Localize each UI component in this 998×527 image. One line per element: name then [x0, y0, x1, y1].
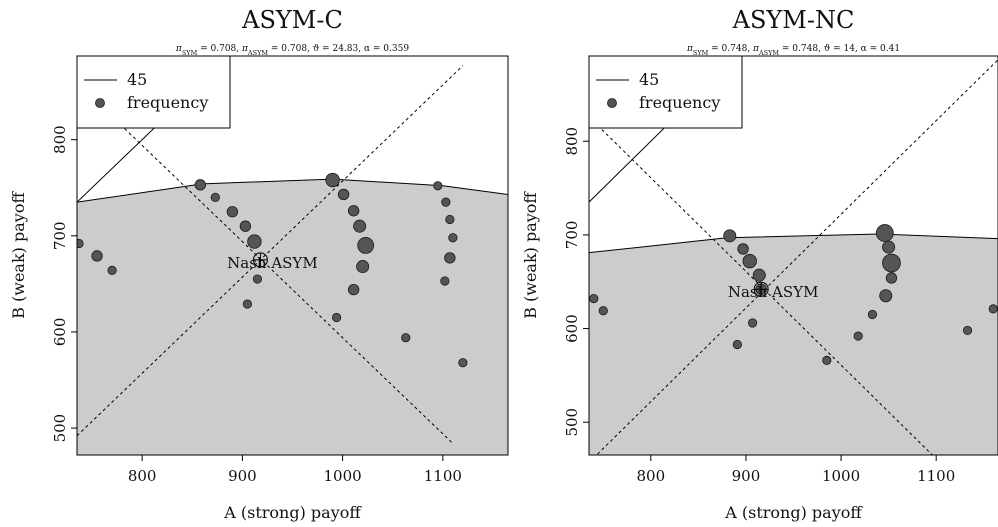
dashed-line-1 — [77, 65, 464, 437]
data-point-14 — [353, 219, 367, 233]
x-tick-label-900: 900 — [732, 467, 761, 485]
data-point-6 — [226, 206, 239, 218]
chart-title: ASYM-C — [241, 6, 343, 34]
data-point-14 — [882, 240, 896, 254]
data-point-26 — [458, 358, 468, 368]
frontier-line — [589, 233, 998, 254]
x-tick-label-800: 800 — [637, 467, 666, 485]
data-point-12 — [853, 331, 863, 341]
data-point-24 — [444, 252, 456, 264]
data-point-9 — [732, 339, 742, 350]
data-point-17 — [879, 289, 893, 303]
data-point-13 — [347, 205, 360, 217]
data-point-8 — [747, 318, 758, 328]
legend-label-45: 45 — [639, 70, 659, 89]
y-tick-label-800: 800 — [51, 125, 69, 154]
data-point-13 — [875, 224, 894, 242]
data-point-15 — [357, 237, 375, 254]
data-point-5 — [210, 192, 220, 202]
legend-label-frequency: frequency — [639, 93, 720, 112]
y-tick-label-500: 500 — [51, 414, 69, 443]
data-point-16 — [885, 272, 898, 284]
nash-label: Nash ASYM — [227, 254, 318, 272]
x-tick-label-1000: 1000 — [822, 467, 860, 485]
data-point-4 — [194, 179, 206, 191]
data-point-16 — [356, 260, 370, 274]
data-point-11 — [867, 309, 878, 320]
feasible-region — [589, 233, 998, 455]
plot-area: Nash ASYM 45 frequency — [589, 56, 998, 455]
x-tick-label-1000: 1000 — [324, 467, 362, 485]
legend: 45 frequency — [589, 56, 743, 129]
legend-point-symbol — [95, 98, 105, 108]
x-tick-label-900: 900 — [228, 467, 257, 485]
data-point-17 — [347, 283, 360, 296]
x-axis-label: A (strong) payoff — [223, 503, 362, 522]
data-point-9 — [252, 274, 263, 284]
data-point-21 — [441, 197, 451, 207]
legend-box — [589, 56, 743, 129]
data-point-19 — [988, 304, 998, 314]
y-axis-label: B (weak) payoff — [521, 191, 540, 319]
data-point-18 — [332, 312, 342, 323]
dashed-line-2 — [77, 82, 454, 444]
data-point-6 — [752, 268, 766, 282]
data-point-11 — [325, 172, 340, 188]
data-point-1 — [589, 293, 599, 304]
data-point-23 — [448, 233, 458, 243]
x-tick-label-1100: 1100 — [917, 467, 955, 485]
legend-label-45: 45 — [127, 70, 147, 89]
y-tick-label-500: 500 — [563, 408, 581, 437]
data-point-22 — [445, 214, 455, 225]
x-tick-label-1100: 1100 — [424, 467, 462, 485]
data-point-10 — [242, 299, 252, 309]
data-point-3 — [107, 265, 117, 276]
legend-label-frequency: frequency — [127, 93, 208, 112]
data-point-4 — [737, 243, 749, 255]
nash-label: Nash ASYM — [728, 283, 819, 301]
y-tick-label-700: 700 — [51, 221, 69, 250]
data-point-3 — [723, 229, 737, 243]
legend-box — [77, 56, 231, 129]
plot-frame — [588, 55, 998, 456]
y-axis-label: B (weak) payoff — [9, 191, 28, 319]
feasible-region — [77, 179, 508, 455]
data-point-2 — [91, 250, 103, 262]
chart-subtitle: πSYM = 0.708, πASYM = 0.708, ϑ = 24.83, … — [175, 44, 409, 57]
legend-point-symbol — [607, 98, 617, 108]
data-point-1 — [77, 238, 84, 249]
data-point-15 — [882, 253, 901, 273]
y-tick-label-800: 800 — [563, 127, 581, 156]
x-tick-label-800: 800 — [128, 467, 157, 485]
plot-area: Nash ASYM 45 frequency — [77, 56, 508, 455]
data-point-2 — [598, 306, 608, 316]
y-tick-label-600: 600 — [51, 318, 69, 347]
data-point-19 — [401, 333, 411, 343]
data-point-8 — [247, 234, 262, 249]
data-point-5 — [742, 253, 757, 269]
chart-panel-asym-nc: Nash ASYM 45 frequency 800 900 1000 1100 500 600… — [521, 6, 998, 522]
data-point-18 — [962, 325, 973, 336]
data-point-25 — [440, 276, 450, 286]
chart-subtitle: πSYM = 0.748, πASYM = 0.748, ϑ = 14, α =… — [686, 44, 900, 57]
y-tick-label-700: 700 — [563, 221, 581, 250]
plot-frame — [76, 55, 509, 456]
data-point-10 — [822, 355, 832, 366]
chart-title: ASYM-NC — [732, 6, 855, 34]
chart-panel-asym-c: Nash ASYM 45 frequency 800 900 1000 1100 500 600… — [9, 6, 509, 522]
data-point-20 — [433, 181, 443, 191]
data-point-12 — [337, 188, 350, 201]
x-axis-label: A (strong) payoff — [724, 503, 863, 522]
legend: 45 frequency — [77, 56, 231, 129]
y-tick-label-600: 600 — [563, 314, 581, 343]
data-point-7 — [239, 220, 252, 232]
